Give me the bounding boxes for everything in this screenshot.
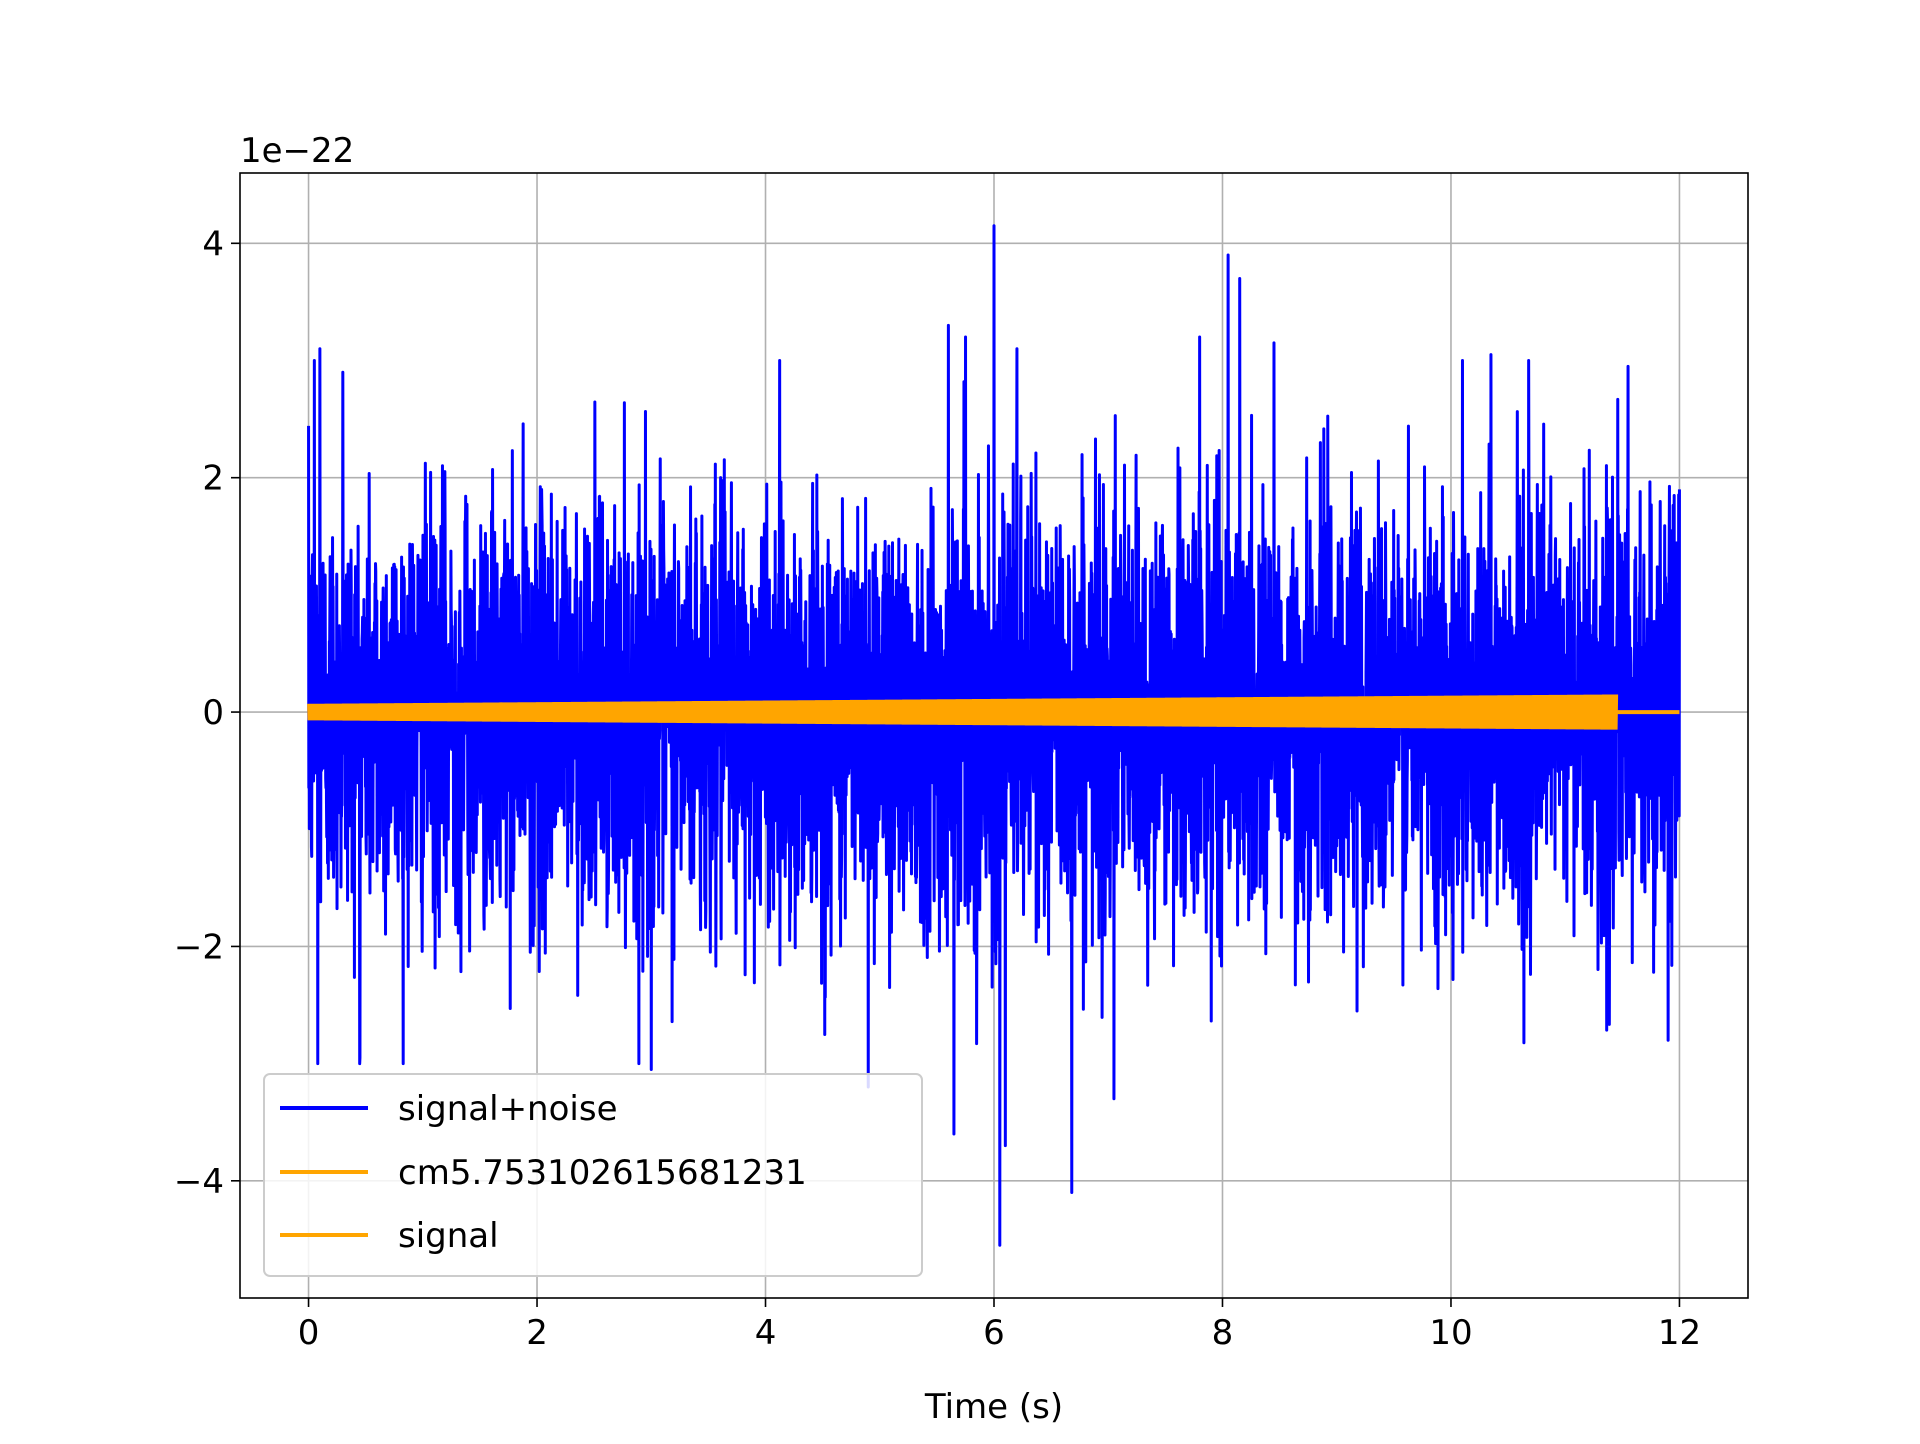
legend-box <box>263 1073 923 1277</box>
series-layer <box>307 224 1681 1247</box>
x-axis-label: Time (s) <box>924 1387 1063 1427</box>
legend-label-signal: signal <box>398 1216 499 1256</box>
legend-label-signal-noise: signal+noise <box>398 1089 618 1129</box>
x-tick-label: 0 <box>298 1313 320 1353</box>
x-tick-label: 12 <box>1658 1313 1701 1353</box>
y-tick-label: 2 <box>202 459 224 499</box>
axis-ticks: 0 2 4 6 8 10 12 −4 −2 0 2 4 <box>174 224 1701 1353</box>
y-offset-label: 1e−22 <box>240 131 354 171</box>
legend-label-cm: cm5.753102615681231 <box>398 1153 807 1193</box>
y-tick-label: 4 <box>202 224 224 264</box>
x-tick-label: 2 <box>526 1313 548 1353</box>
y-tick-label: −2 <box>174 927 224 967</box>
x-tick-label: 6 <box>983 1313 1005 1353</box>
legend: signal+noise cm5.753102615681231 signal <box>263 1073 923 1277</box>
x-tick-label: 10 <box>1429 1313 1472 1353</box>
x-tick-label: 8 <box>1212 1313 1234 1353</box>
y-tick-label: −4 <box>174 1162 224 1202</box>
x-tick-label: 4 <box>755 1313 777 1353</box>
series-signal-noise <box>307 224 1681 1247</box>
y-tick-label: 0 <box>202 693 224 733</box>
series-cm-chirp <box>307 694 1619 730</box>
